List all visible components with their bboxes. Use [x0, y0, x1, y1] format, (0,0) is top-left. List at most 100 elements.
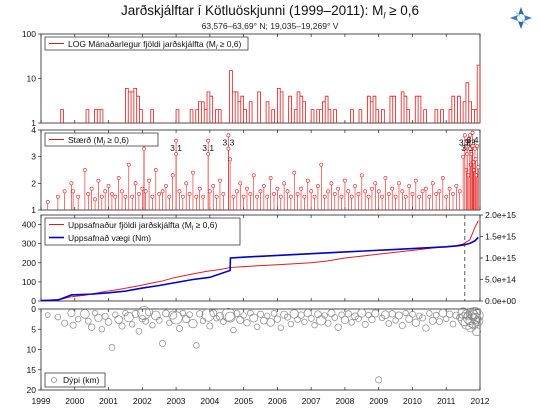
y-tick-label: 0: [31, 296, 36, 306]
magnitude-point: [430, 181, 435, 186]
depth-point: [166, 319, 173, 326]
magnitude-point: [177, 189, 182, 194]
magnitude-point: [238, 181, 243, 186]
magnitude-point: [326, 189, 330, 194]
depth-point: [368, 315, 376, 324]
depth-point: [385, 320, 393, 327]
magnitude-point: [370, 186, 374, 191]
magnitude-point: [197, 186, 202, 191]
magnitude-point: [302, 194, 307, 199]
magnitude-point: [299, 186, 303, 191]
y-tick-label: 15: [27, 365, 37, 375]
logo-icon: [510, 7, 532, 29]
magnitude-point: [407, 184, 411, 188]
magnitude-point: [427, 194, 432, 199]
magnitude-point: [45, 200, 50, 204]
magnitude-point: [474, 173, 479, 178]
magnitude-point: [96, 178, 101, 183]
magnitude-point: [234, 189, 239, 194]
magnitude-point: [55, 194, 60, 199]
depth-point: [307, 314, 315, 322]
magnitude-point: [255, 194, 260, 199]
depth-point: [398, 322, 406, 330]
depth-point: [266, 318, 275, 327]
legend-label: Dýpi (km): [63, 375, 100, 385]
x-tick-label: 2006: [268, 396, 287, 406]
depth-point: [104, 318, 113, 326]
magnitude-point: [312, 194, 317, 199]
magnitude-point: [206, 138, 211, 143]
legend-label: Uppsafnaður fjöldi jarðskjálfta (Ml ≥ 0,…: [68, 220, 217, 232]
x-tick-label: 2001: [99, 396, 118, 406]
magnitude-point: [322, 194, 327, 199]
depth-point: [338, 311, 345, 318]
magnitude-point: [393, 194, 398, 199]
magnitude-point: [471, 160, 476, 164]
depth-point: [233, 309, 241, 317]
magnitude-point: [140, 186, 145, 191]
magnitude-point: [110, 192, 114, 196]
depth-point: [324, 319, 332, 327]
magnitude-point: [462, 146, 467, 151]
x-tick-label: 2002: [133, 396, 152, 406]
magnitude-point: [285, 189, 290, 194]
magnitude-point: [191, 170, 195, 175]
magnitude-point: [130, 194, 135, 199]
magnitude-point: [211, 184, 216, 188]
depth-point: [114, 315, 123, 324]
y-tick-label: 200: [22, 258, 36, 268]
magnitude-point: [473, 146, 477, 151]
magnitude-point: [410, 192, 415, 196]
y-tick-label: 400: [22, 220, 36, 230]
y-tick-label: 100: [22, 29, 36, 39]
depth-point: [182, 315, 191, 324]
magnitude-point: [106, 184, 111, 188]
magnitude-point: [174, 138, 178, 143]
depth-point: [264, 312, 271, 320]
depth-point: [280, 310, 289, 319]
depth-point: [402, 309, 409, 317]
magnitude-point: [251, 173, 256, 178]
y-tick-label: 4: [31, 125, 36, 135]
depth-point: [159, 339, 167, 347]
magnitude-point: [268, 176, 273, 180]
depth-point: [215, 312, 225, 321]
depth-point: [297, 311, 305, 319]
y-tick-label: 3: [31, 152, 36, 162]
depth-point: [473, 316, 484, 327]
y-tick-label: 0: [31, 304, 36, 314]
depth-point: [405, 315, 413, 323]
x-tick-label: 2007: [302, 396, 321, 406]
magnitude-point: [261, 184, 266, 188]
depth-point: [54, 313, 62, 321]
depth-point: [411, 318, 420, 327]
magnitude-point: [116, 176, 121, 180]
magnitude-point: [467, 146, 472, 151]
depth-point: [162, 309, 170, 318]
depth-point: [186, 311, 193, 318]
depth-point: [101, 312, 109, 320]
depth-point: [432, 311, 440, 319]
depth-point: [301, 318, 308, 326]
legend-magnitude: [44, 132, 159, 147]
depth-point: [196, 310, 204, 318]
chart-title: Jarðskjálftar í Kötluöskjunni (1999–2011…: [120, 3, 420, 21]
x-tick-label: 2000: [65, 396, 84, 406]
magnitude-point: [467, 133, 472, 138]
magnitude-point: [207, 189, 212, 194]
depth-point: [357, 308, 367, 318]
magnitude-point: [206, 152, 211, 156]
magnitude-point: [424, 186, 428, 191]
depth-point: [135, 327, 143, 335]
depth-point: [61, 319, 69, 327]
y-tick-label: 10: [27, 345, 37, 355]
magnitude-point: [316, 184, 320, 188]
magnitude-point: [332, 192, 337, 196]
depth-point: [253, 323, 261, 330]
depth-point: [149, 322, 156, 329]
magnitude-point: [275, 186, 280, 191]
depth-point: [289, 309, 299, 319]
depth-point: [287, 320, 295, 328]
depth-point: [443, 315, 450, 322]
depth-point: [108, 344, 116, 351]
